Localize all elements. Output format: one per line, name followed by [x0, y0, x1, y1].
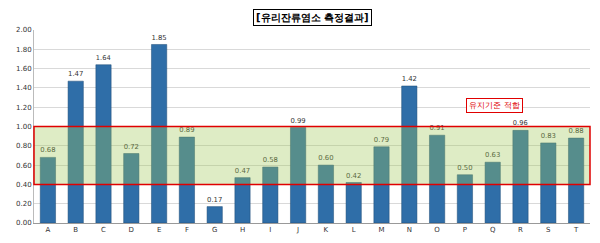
svg-text:0.20: 0.20 — [16, 200, 32, 208]
svg-text:0.42: 0.42 — [346, 172, 361, 180]
svg-text:N: N — [407, 226, 412, 234]
svg-text:0.17: 0.17 — [207, 196, 222, 204]
svg-text:0.63: 0.63 — [485, 151, 500, 159]
svg-text:0.60: 0.60 — [16, 162, 32, 170]
svg-text:P: P — [463, 226, 467, 234]
svg-text:0.68: 0.68 — [40, 146, 55, 154]
svg-text:0.72: 0.72 — [124, 143, 139, 151]
svg-text:0.80: 0.80 — [16, 142, 32, 150]
svg-text:0.00: 0.00 — [16, 219, 32, 227]
svg-text:0.40: 0.40 — [16, 181, 32, 189]
svg-text:J: J — [296, 226, 299, 234]
svg-text:1.20: 1.20 — [16, 104, 32, 112]
svg-text:1.47: 1.47 — [68, 70, 83, 78]
svg-text:0.89: 0.89 — [179, 126, 194, 134]
svg-text:Q: Q — [490, 226, 496, 234]
svg-text:1.85: 1.85 — [151, 34, 166, 42]
svg-text:0.79: 0.79 — [374, 136, 389, 144]
svg-text:0.47: 0.47 — [235, 167, 250, 175]
svg-text:1.00: 1.00 — [16, 123, 32, 131]
svg-text:T: T — [573, 226, 579, 234]
svg-text:K: K — [324, 226, 329, 234]
svg-text:L: L — [352, 226, 356, 234]
svg-text:A: A — [46, 226, 51, 234]
svg-text:0.83: 0.83 — [541, 132, 556, 140]
svg-text:0.88: 0.88 — [568, 127, 583, 135]
svg-text:B: B — [73, 226, 78, 234]
svg-text:D: D — [129, 226, 134, 234]
svg-text:[유리잔류염소 측정결과]: [유리잔류염소 측정결과] — [256, 12, 369, 23]
svg-text:O: O — [434, 226, 440, 234]
svg-text:0.91: 0.91 — [429, 124, 444, 132]
svg-text:0.60: 0.60 — [318, 154, 333, 162]
svg-text:F: F — [185, 226, 189, 234]
svg-text:S: S — [546, 226, 551, 234]
svg-text:유지기준 적합: 유지기준 적합 — [469, 101, 520, 110]
svg-text:1.64: 1.64 — [96, 54, 111, 62]
svg-text:1.80: 1.80 — [16, 46, 32, 54]
svg-text:C: C — [101, 226, 106, 234]
svg-text:0.58: 0.58 — [263, 156, 278, 164]
svg-text:M: M — [378, 226, 384, 234]
svg-text:1.42: 1.42 — [402, 75, 417, 83]
svg-text:1.60: 1.60 — [16, 65, 32, 73]
svg-text:0.99: 0.99 — [290, 117, 305, 125]
svg-text:G: G — [212, 226, 217, 234]
svg-text:E: E — [157, 226, 161, 234]
svg-text:I: I — [269, 226, 271, 234]
svg-text:0.50: 0.50 — [457, 164, 472, 172]
svg-text:2.00: 2.00 — [16, 26, 32, 34]
svg-text:R: R — [518, 226, 523, 234]
svg-text:0.96: 0.96 — [513, 119, 528, 127]
svg-text:1.40: 1.40 — [16, 84, 32, 92]
svg-text:H: H — [240, 226, 245, 234]
